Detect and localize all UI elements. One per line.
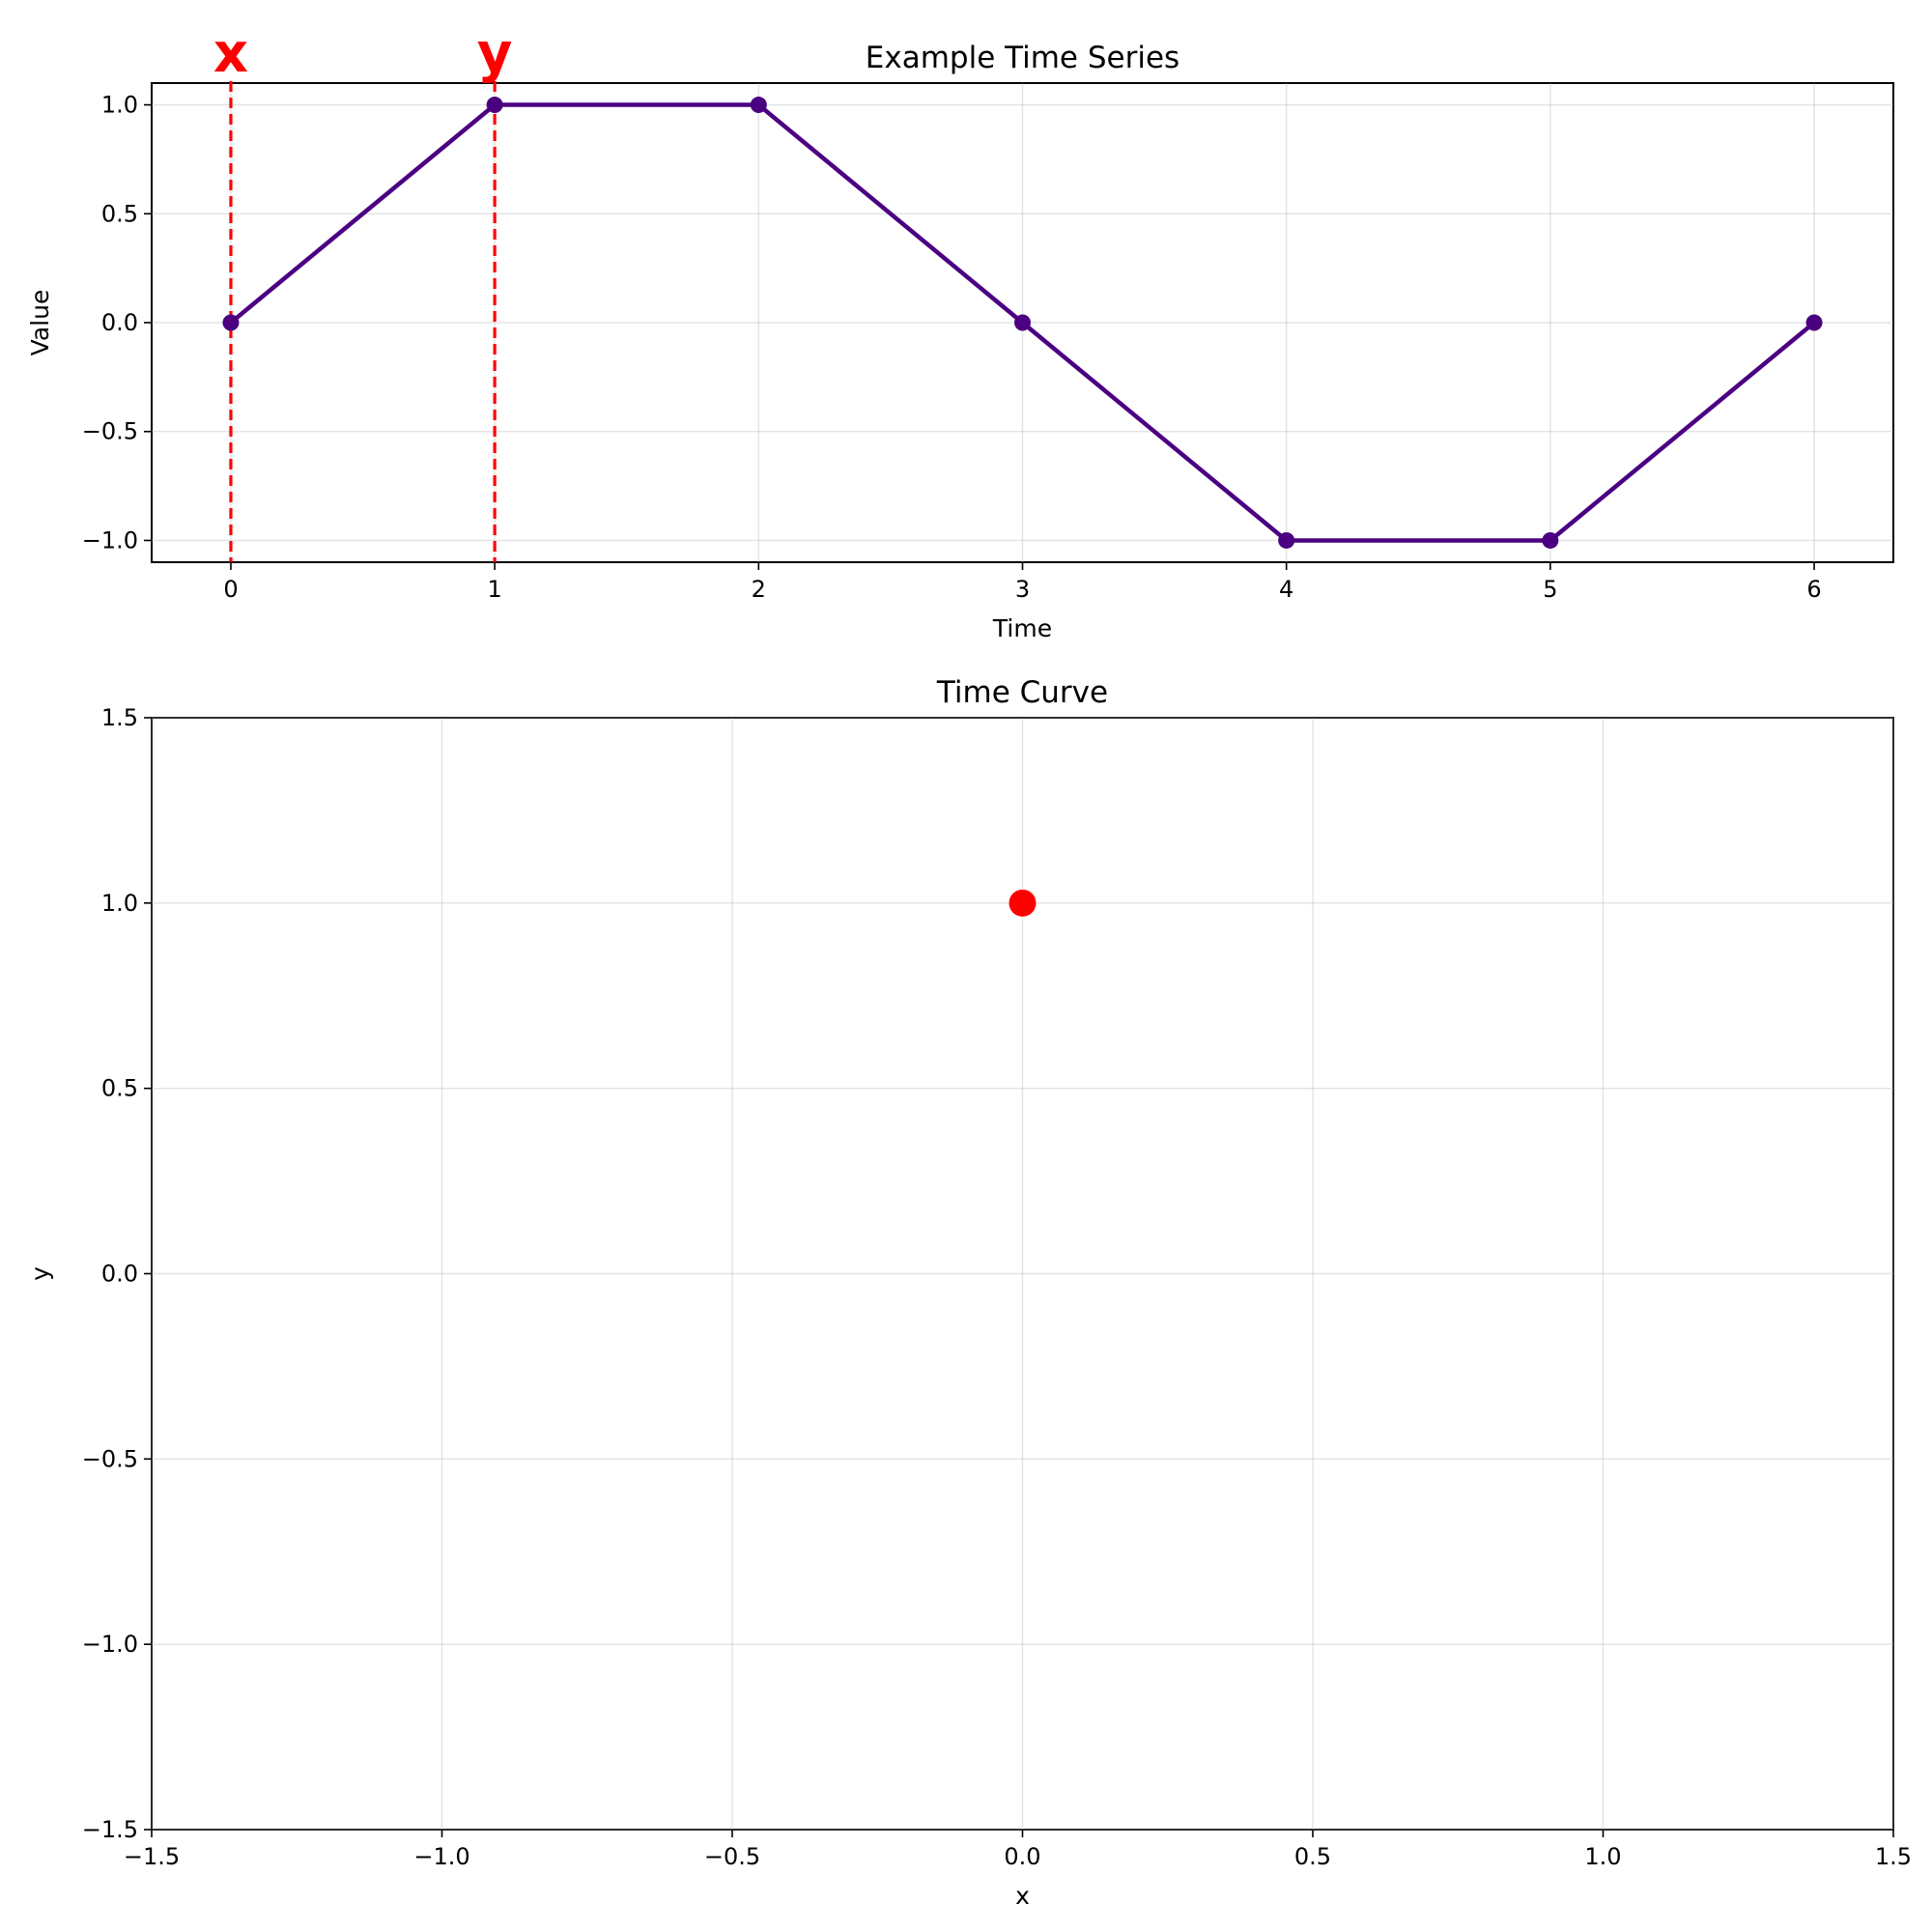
x-tick-label: 0 bbox=[223, 576, 238, 603]
time-series-y-axis-label: Value bbox=[26, 290, 54, 356]
x-tick-label: 6 bbox=[1806, 576, 1821, 603]
y-tick-label: 0.5 bbox=[101, 1075, 138, 1102]
x-tick-label: −1.0 bbox=[413, 1843, 469, 1870]
x-tick-label: 2 bbox=[752, 576, 766, 603]
time-series-ticks: 0 1 2 3 4 5 6 −1.0 −0.5 0.0 0.5 1.0 bbox=[82, 92, 1822, 603]
scatter-point bbox=[1009, 889, 1037, 917]
time-curve-grid bbox=[151, 717, 1894, 1831]
x-tick-label: −1.5 bbox=[124, 1843, 180, 1870]
data-point bbox=[1014, 314, 1031, 331]
time-series-data bbox=[222, 97, 1823, 549]
y-tick-label: −1.0 bbox=[82, 526, 138, 554]
time-series-x-axis-label: Time bbox=[992, 614, 1052, 642]
y-tick-label: 0.0 bbox=[101, 309, 138, 336]
x-tick-label: 1.0 bbox=[1584, 1843, 1621, 1870]
time-curve-title: Time Curve bbox=[936, 675, 1108, 710]
y-tick-label: 0.0 bbox=[101, 1261, 138, 1288]
time-curve-panel: −1.5 −1.0 −0.5 0.0 0.5 1.0 1.5 −1.5 −1.0 −0.5 0.0 0… bbox=[26, 675, 1912, 1910]
x-tick-label: 0.0 bbox=[1004, 1843, 1040, 1870]
y-tick-label: 0.5 bbox=[101, 200, 138, 227]
y-tick-label: −1.0 bbox=[82, 1631, 138, 1658]
time-series-grid bbox=[152, 83, 1893, 562]
x-tick-label: 1 bbox=[487, 576, 501, 603]
data-point bbox=[1278, 531, 1295, 549]
time-curve-x-axis-label: x bbox=[1015, 1882, 1030, 1910]
marker-label-x: x bbox=[213, 22, 248, 85]
time-curve-y-axis-label: y bbox=[26, 1266, 54, 1281]
x-tick-label: −0.5 bbox=[704, 1843, 760, 1870]
data-point bbox=[1805, 314, 1823, 331]
y-tick-label: 1.0 bbox=[101, 92, 138, 119]
x-tick-label: 4 bbox=[1279, 576, 1293, 603]
time-series-title: Example Time Series bbox=[866, 41, 1179, 75]
marker-label-y: y bbox=[477, 22, 513, 85]
time-curve-ticks: −1.5 −1.0 −0.5 0.0 0.5 1.0 1.5 −1.5 −1.0 −0.5 0.0 0… bbox=[82, 704, 1912, 1870]
y-tick-label: 1.0 bbox=[101, 890, 138, 917]
data-point bbox=[1542, 531, 1559, 549]
x-tick-label: 1.5 bbox=[1875, 1843, 1912, 1870]
time-curve-data bbox=[1009, 889, 1037, 917]
data-point bbox=[486, 97, 503, 114]
y-tick-label: −1.5 bbox=[82, 1816, 138, 1843]
data-point bbox=[222, 314, 240, 331]
y-tick-label: 1.5 bbox=[101, 704, 138, 731]
data-point bbox=[750, 97, 767, 114]
x-tick-label: 0.5 bbox=[1294, 1843, 1331, 1870]
x-tick-label: 3 bbox=[1015, 576, 1030, 603]
x-tick-label: 5 bbox=[1543, 576, 1557, 603]
y-tick-label: −0.5 bbox=[82, 418, 138, 445]
y-tick-label: −0.5 bbox=[82, 1445, 138, 1472]
